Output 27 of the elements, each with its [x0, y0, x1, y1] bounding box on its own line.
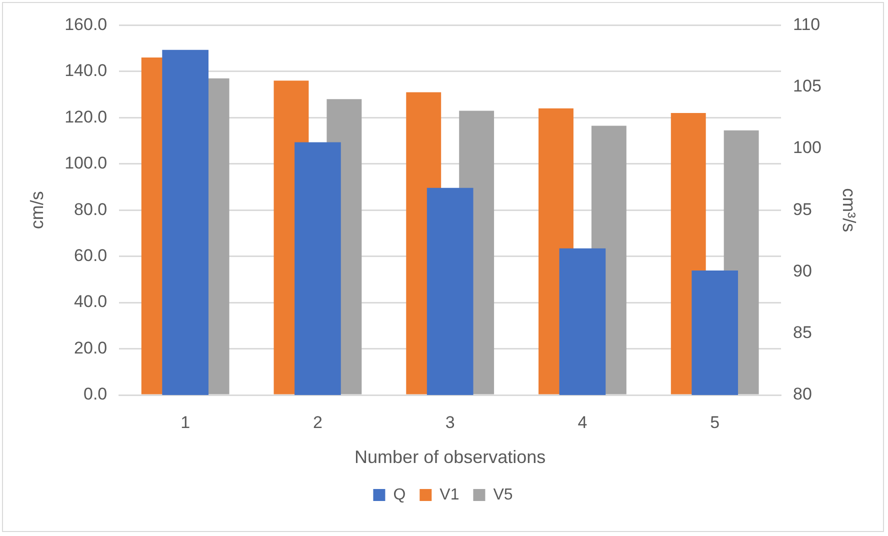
- y2-tick-label: 95: [793, 200, 812, 219]
- y-tick-label: 60.0: [74, 246, 108, 266]
- y2-tick-label: 80: [793, 384, 812, 404]
- legend-label: Q: [393, 486, 406, 504]
- x-tick-label: 5: [710, 412, 720, 432]
- y-tick-label: 140.0: [64, 61, 108, 80]
- legend-label: V5: [493, 486, 513, 504]
- y-axis-title: cm/s: [26, 191, 47, 230]
- legend-label: V1: [440, 486, 460, 504]
- y-tick-label: 120.0: [64, 107, 108, 126]
- y2-tick-label: 85: [793, 323, 812, 342]
- y-tick-label: 0.0: [84, 384, 108, 404]
- y-tick-label: 20.0: [74, 338, 108, 358]
- x-tick-label: 3: [445, 412, 455, 432]
- y2-tick-label: 110: [793, 14, 820, 34]
- x-tick-label: 2: [312, 412, 322, 432]
- y-tick-label: 100.0: [64, 154, 108, 173]
- y-tick-label: 160.0: [64, 14, 108, 34]
- y2-axis-title: cm³/s: [839, 188, 860, 232]
- x-axis-title: Number of observations: [354, 447, 546, 468]
- y2-tick-label: 100: [793, 138, 822, 158]
- x-tick-label: 1: [180, 412, 190, 432]
- y2-tick-label: 105: [793, 76, 822, 96]
- y-tick-label: 80.0: [74, 200, 108, 219]
- y2-tick-label: 90: [793, 261, 812, 280]
- y-tick-label: 40.0: [74, 292, 108, 312]
- x-tick-label: 4: [578, 412, 588, 432]
